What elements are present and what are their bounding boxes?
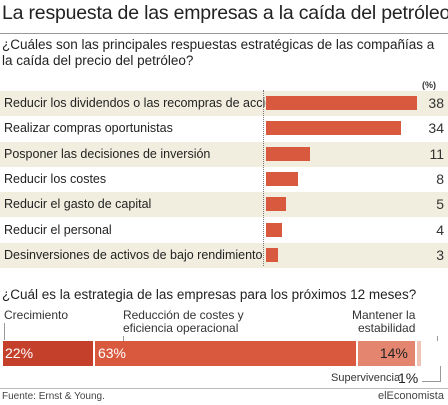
bar	[266, 146, 310, 161]
title-rule	[0, 33, 448, 34]
bar-value: 38	[428, 95, 444, 111]
source-note: Fuente: Ernst & Young.	[2, 391, 105, 402]
segment-label: Supervivencia	[331, 372, 400, 385]
bar-row: Desinversiones de activos de bajo rendim…	[0, 242, 448, 268]
label-connector	[4, 323, 5, 340]
bar-value: 3	[436, 246, 444, 263]
segment-label-line: Supervivencia	[331, 372, 401, 384]
bar-row: Reducir los dividendos o las recompras d…	[0, 91, 448, 116]
segment-label-line: eficiencia operacional	[122, 321, 239, 335]
bar-row: Posponer las decisiones de inversión 11	[0, 141, 448, 167]
label-connector	[437, 336, 438, 341]
bar-row: Reducir los costes 8	[0, 167, 448, 192]
bar	[266, 222, 282, 237]
segment-value: 22%	[5, 345, 34, 361]
stacked-segment	[416, 341, 421, 366]
chart-title: La respuesta de las empresas a la caída …	[2, 2, 448, 24]
bar	[266, 197, 286, 212]
label-connector	[122, 336, 124, 341]
bar-label: Posponer las decisiones de inversión	[4, 146, 211, 161]
bar-label: Reducir el gasto de capital	[4, 197, 152, 212]
segment-value: 14%	[379, 345, 408, 361]
stacked-segment	[358, 341, 415, 366]
label-divider	[263, 90, 264, 266]
segment-label: Crecimiento	[4, 309, 68, 322]
strategy-question: ¿Cuál es la estrategia de las empresas p…	[2, 287, 417, 302]
stacked-segment	[3, 341, 93, 366]
bar	[266, 96, 417, 110]
bar-label: Realizar compras oportunistas	[4, 121, 173, 136]
chart-subtitle: ¿Cuáles son las principales respuestas e…	[2, 37, 435, 68]
segment-label-line: estabilidad	[358, 321, 416, 335]
bar	[266, 171, 298, 186]
bar-value: 8	[436, 170, 444, 187]
footer-rule	[0, 388, 448, 389]
bar-label: Reducir el personal	[4, 222, 112, 237]
bar	[266, 121, 402, 136]
segment-label-line: Crecimiento	[4, 308, 69, 322]
segment-label: Mantener la estabilidad	[352, 309, 415, 335]
percent-header: (%)	[422, 80, 436, 90]
label-connector	[440, 366, 441, 382]
segment-value: 63%	[97, 345, 126, 361]
bar-value: 34	[428, 120, 444, 137]
bar-label: Desinversiones de activos de bajo rendim…	[4, 247, 263, 262]
segment-label-line: Reducción de costes y	[122, 308, 244, 322]
bar-label: Reducir los costes	[4, 171, 107, 186]
segment-label-line: Mantener la	[352, 308, 416, 322]
bar-value: 11	[429, 145, 444, 162]
brand-logo-text: elEconomista	[377, 390, 444, 402]
bar-row: Realizar compras oportunistas 34	[0, 116, 448, 141]
bar-row: Reducir el gasto de capital 5	[0, 192, 448, 218]
bar-label: Reducir los dividendos o las recompras d…	[4, 96, 293, 110]
segment-label: Reducción de costes y eficiencia operacio…	[123, 309, 244, 335]
stacked-segment	[94, 341, 357, 366]
bar-row: Reducir el personal 4	[0, 218, 448, 243]
bar	[266, 247, 278, 262]
bar-value: 4	[436, 221, 444, 238]
label-connector	[422, 381, 440, 382]
bar-value: 5	[436, 196, 444, 213]
segment-value: 1%	[398, 370, 419, 386]
